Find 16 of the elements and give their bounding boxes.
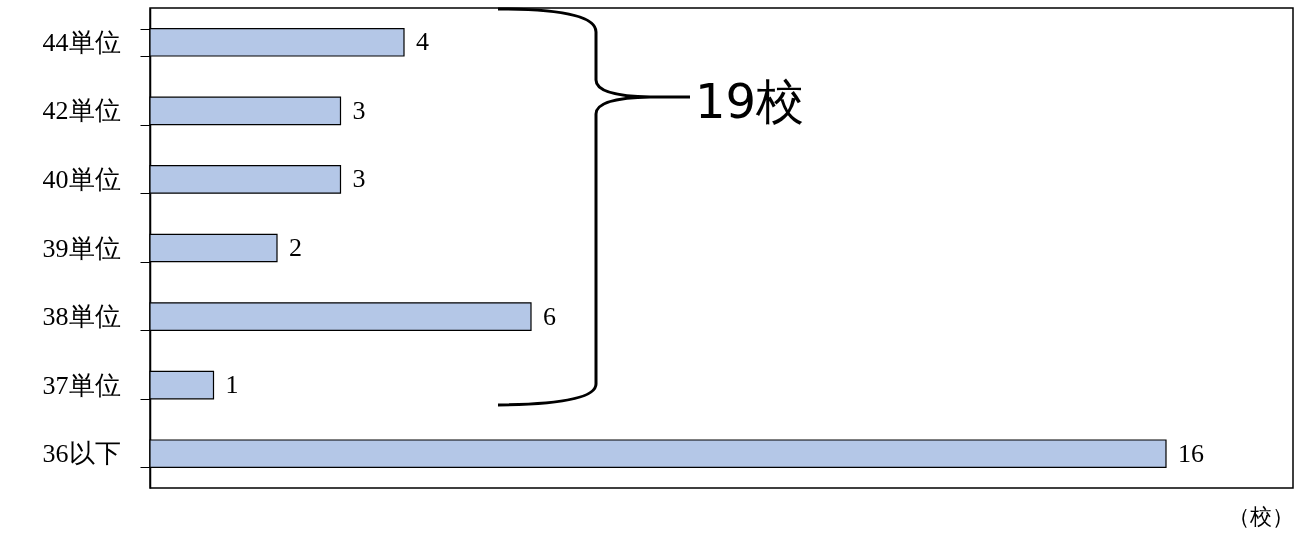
data-label: 6 bbox=[543, 301, 556, 331]
y-tick-label: 42単位 bbox=[42, 96, 121, 126]
y-tick-label: 40単位 bbox=[42, 164, 121, 194]
y-tick-label: 44単位 bbox=[42, 27, 121, 57]
data-label: 16 bbox=[1178, 438, 1204, 468]
x-axis-title: （校） bbox=[1227, 503, 1294, 529]
data-label: 3 bbox=[352, 164, 366, 194]
y-tick-label: 39単位 bbox=[42, 233, 121, 263]
annotation: 19校 bbox=[695, 73, 805, 129]
data-label: 2 bbox=[289, 233, 302, 262]
y-tick-label: 37単位 bbox=[42, 370, 121, 400]
data-label: 4 bbox=[416, 27, 429, 57]
y-tick-label: 38単位 bbox=[42, 302, 121, 332]
data-label: 3 bbox=[352, 95, 366, 125]
data-label: 1 bbox=[225, 370, 239, 400]
y-tick-label: 36以下 bbox=[42, 439, 121, 469]
